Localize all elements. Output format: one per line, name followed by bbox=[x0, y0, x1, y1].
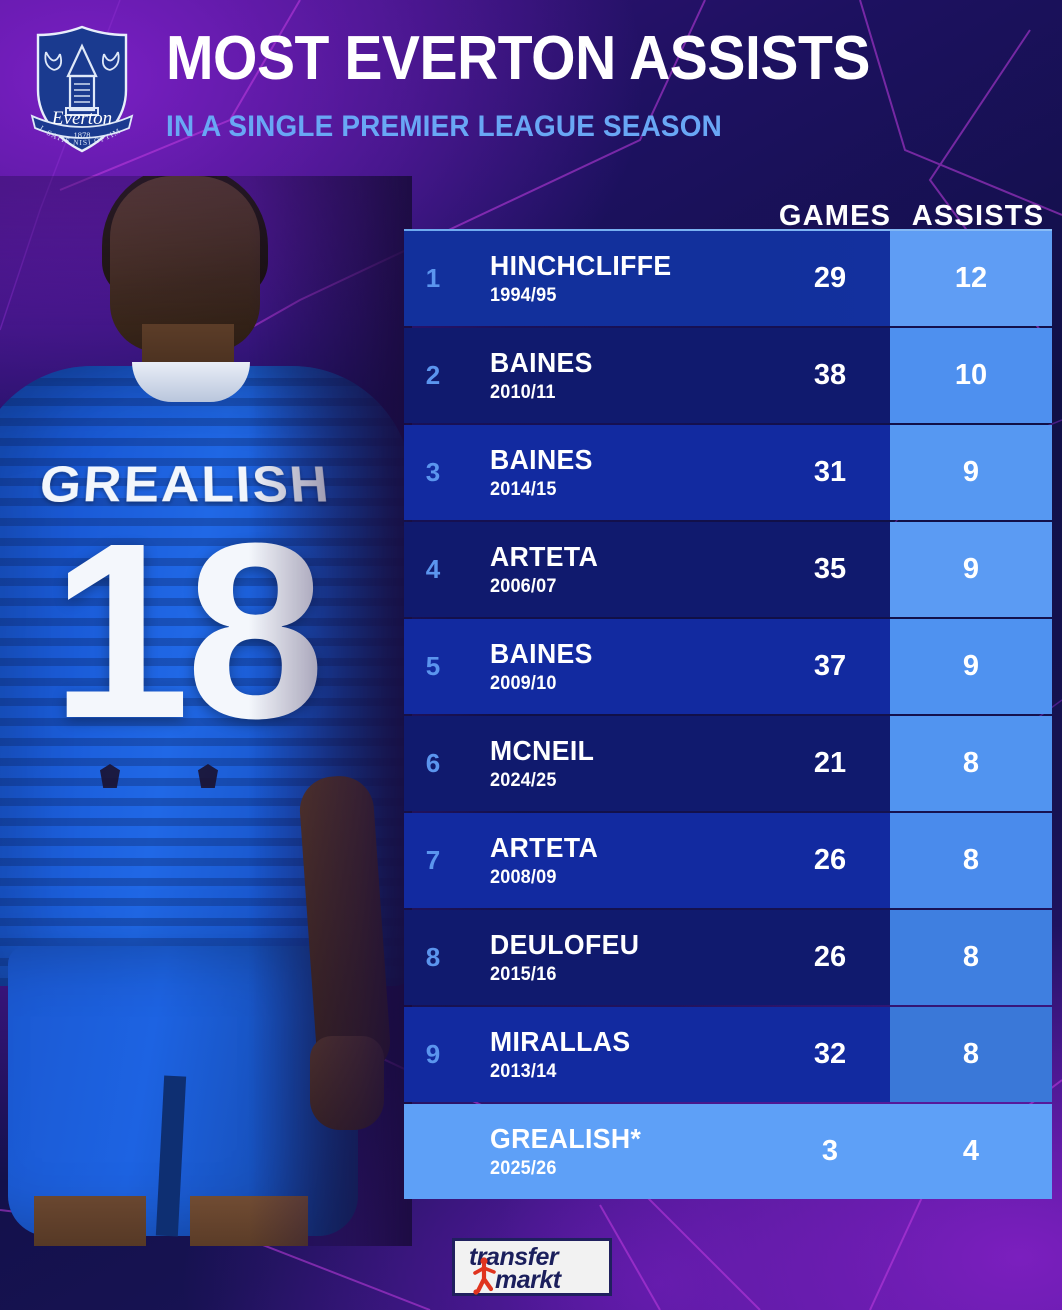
row-assists: 8 bbox=[890, 813, 1052, 908]
row-games: 21 bbox=[813, 747, 847, 779]
row-rank: 8 bbox=[425, 942, 441, 972]
row-assists: 9 bbox=[890, 619, 1052, 714]
row-season: 2008/09 bbox=[490, 866, 557, 888]
table-row[interactable]: 2 BAINES 2010/11 38 10 bbox=[404, 328, 1052, 423]
table-row[interactable]: 4 ARTETA 2006/07 35 9 bbox=[404, 522, 1052, 617]
row-rank bbox=[404, 1104, 462, 1199]
row-player-name: ARTETA bbox=[490, 831, 599, 863]
row-games: 3 bbox=[821, 1135, 839, 1167]
table-row[interactable]: 1 HINCHCLIFFE 1994/95 29 12 bbox=[404, 231, 1052, 326]
row-games: 26 bbox=[813, 844, 847, 876]
row-player-name: MIRALLAS bbox=[490, 1025, 631, 1057]
row-rank: 4 bbox=[425, 554, 441, 584]
transfermarkt-logo-line2: markt bbox=[495, 1266, 561, 1294]
row-assists: 10 bbox=[890, 328, 1052, 423]
row-games: 26 bbox=[813, 941, 847, 973]
row-assists: 8 bbox=[890, 910, 1052, 1005]
row-games: 38 bbox=[813, 359, 847, 391]
row-season: 2014/15 bbox=[490, 478, 557, 500]
row-season: 2013/14 bbox=[490, 1060, 557, 1082]
row-assists: 12 bbox=[890, 231, 1052, 326]
player-photo: GREALISH 18 bbox=[0, 176, 412, 1246]
row-assists: 9 bbox=[890, 522, 1052, 617]
page-title: MOST EVERTON ASSISTS bbox=[166, 24, 870, 93]
row-rank: 5 bbox=[425, 651, 441, 681]
row-player-name: DEULOFEU bbox=[490, 928, 640, 960]
table-row-highlighted[interactable]: GREALISH* 2025/26 3 4 bbox=[404, 1104, 1052, 1199]
row-player-name: BAINES bbox=[490, 443, 593, 475]
photo-right-fade bbox=[0, 176, 412, 1246]
row-rank: 2 bbox=[425, 360, 441, 390]
everton-crest-icon: Everton 1878 NIL SATIS NISI OPTIMUM bbox=[18, 17, 142, 156]
row-games: 31 bbox=[813, 456, 847, 488]
ranking-table: 1 HINCHCLIFFE 1994/95 29 12 2 BAINES 201… bbox=[404, 231, 1052, 1201]
row-player-name: BAINES bbox=[490, 346, 593, 378]
row-assists: 8 bbox=[890, 716, 1052, 811]
page-subtitle: IN A SINGLE PREMIER LEAGUE SEASON bbox=[166, 110, 722, 143]
row-season: 2006/07 bbox=[490, 575, 557, 597]
row-rank: 3 bbox=[425, 457, 441, 487]
table-row[interactable]: 9 MIRALLAS 2013/14 32 8 bbox=[404, 1007, 1052, 1102]
row-assists: 4 bbox=[962, 1135, 980, 1167]
table-row[interactable]: 7 ARTETA 2008/09 26 8 bbox=[404, 813, 1052, 908]
table-row[interactable]: 6 MCNEIL 2024/25 21 8 bbox=[404, 716, 1052, 811]
crest-year: 1878 bbox=[74, 130, 91, 140]
row-rank: 1 bbox=[425, 263, 441, 293]
row-player-name: BAINES bbox=[490, 637, 593, 669]
photo-top-fade bbox=[0, 176, 412, 1246]
table-row[interactable]: 8 DEULOFEU 2015/16 26 8 bbox=[404, 910, 1052, 1005]
row-player-name: GREALISH* bbox=[490, 1122, 642, 1154]
column-header-assists: ASSISTS bbox=[911, 200, 1045, 232]
row-season: 2015/16 bbox=[490, 963, 557, 985]
row-assists: 8 bbox=[890, 1007, 1052, 1102]
row-games: 37 bbox=[813, 650, 847, 682]
row-player-name: HINCHCLIFFE bbox=[490, 249, 672, 281]
row-season: 1994/95 bbox=[490, 284, 557, 306]
transfermarkt-player-icon bbox=[473, 1257, 496, 1295]
row-games: 32 bbox=[813, 1038, 847, 1070]
row-assists: 9 bbox=[890, 425, 1052, 520]
row-season: 2010/11 bbox=[490, 381, 556, 403]
row-rank: 9 bbox=[425, 1039, 441, 1069]
row-season: 2009/10 bbox=[490, 672, 557, 694]
row-games: 29 bbox=[813, 262, 847, 294]
row-season: 2025/26 bbox=[490, 1157, 557, 1179]
column-header-games: GAMES bbox=[778, 200, 892, 232]
row-games: 35 bbox=[813, 553, 847, 585]
row-player-name: ARTETA bbox=[490, 540, 599, 572]
row-rank: 6 bbox=[425, 748, 441, 778]
row-rank: 7 bbox=[425, 845, 441, 875]
crest-club-name: Everton bbox=[51, 108, 112, 129]
transfermarkt-logo: transfer markt bbox=[452, 1238, 612, 1296]
table-row[interactable]: 3 BAINES 2014/15 31 9 bbox=[404, 425, 1052, 520]
row-player-name: MCNEIL bbox=[490, 734, 595, 766]
row-season: 2024/25 bbox=[490, 769, 557, 791]
table-row[interactable]: 5 BAINES 2009/10 37 9 bbox=[404, 619, 1052, 714]
